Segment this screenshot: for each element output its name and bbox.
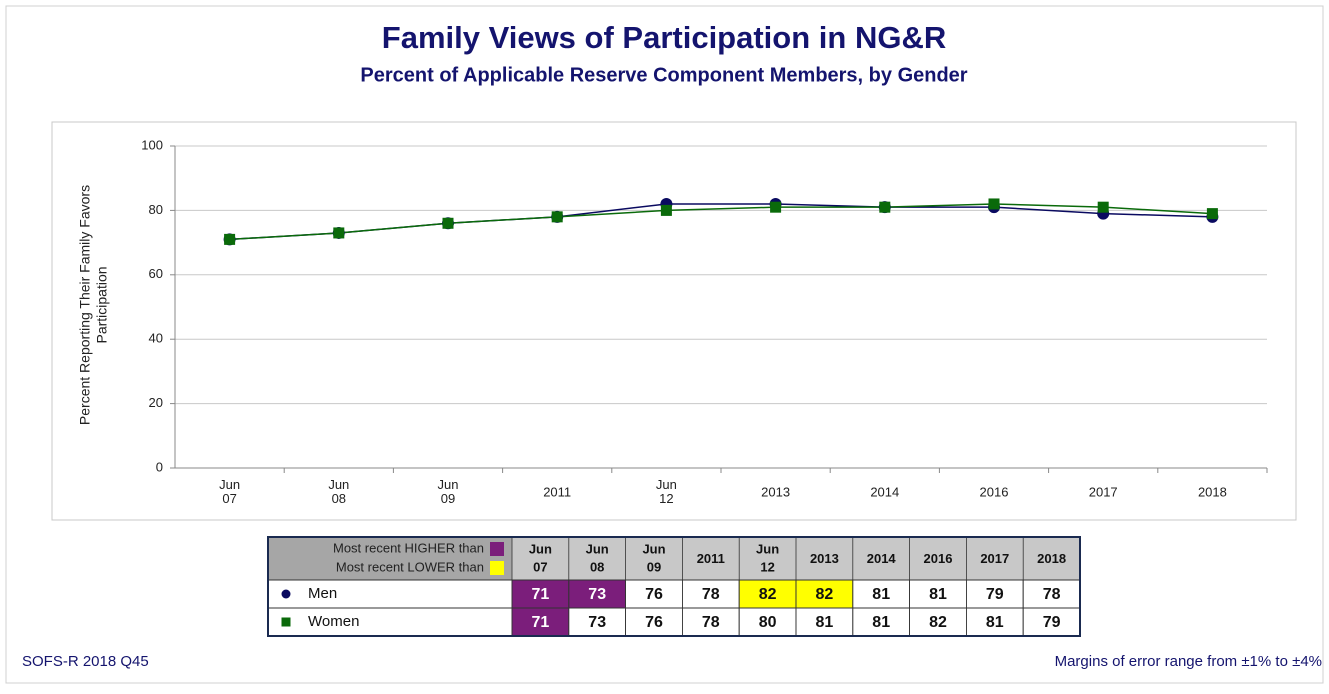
y-axis-label: Percent Reporting Their Family Favors (77, 185, 93, 425)
table-value: 73 (588, 614, 606, 631)
table-value: 81 (986, 614, 1004, 631)
y-tick-label: 60 (149, 266, 163, 281)
table-cell (682, 579, 740, 609)
y-tick-label: 100 (141, 137, 163, 152)
table-header: Jun 08 (586, 542, 609, 575)
x-tick-label: 2017 (1089, 484, 1118, 499)
table-border (267, 536, 1081, 637)
x-tick-label: 2016 (980, 484, 1009, 499)
table-value: 80 (759, 614, 777, 631)
x-tick-label: Jun 09 (438, 477, 459, 506)
series-line (229, 203, 1213, 241)
marker (660, 204, 672, 216)
table-header: Jun 09 (642, 542, 665, 575)
table-legend-label: Most recent LOWER than (336, 559, 484, 574)
table-header-label-bg (268, 537, 512, 580)
y-tick-label: 0 (156, 459, 163, 474)
x-tick-label: 2011 (543, 484, 571, 499)
table-value: 81 (872, 586, 890, 603)
x-tick-label: 2018 (1198, 484, 1227, 499)
marker (224, 233, 236, 245)
table-series-marker (281, 589, 291, 599)
marker (770, 201, 782, 213)
table-cell (1022, 607, 1081, 637)
x-tick-label: 2014 (870, 484, 899, 499)
table-legend-label: Most recent HIGHER than (333, 540, 484, 555)
y-axis-label: Participation (94, 266, 110, 343)
table-header: 2016 (924, 551, 953, 566)
y-tick-label: 20 (149, 395, 163, 410)
table-series-name: Men (308, 585, 337, 602)
note: Margins of error range from ±1% to ±4% (1055, 653, 1322, 670)
marker (1097, 201, 1109, 213)
marker (879, 201, 891, 213)
y-tick-label: 80 (149, 202, 163, 217)
source: SOFS-R 2018 Q45 (22, 653, 149, 670)
chart-subtitle: Percent of Applicable Reserve Component … (360, 64, 967, 86)
table-header: 2018 (1037, 551, 1066, 566)
table-value: 76 (645, 614, 663, 631)
table-series-marker (281, 617, 291, 627)
marker (442, 217, 454, 229)
table-value: 79 (1043, 614, 1061, 631)
table-series-name: Women (308, 613, 359, 630)
table-value: 81 (816, 614, 834, 631)
marker (1206, 208, 1218, 220)
table-value: 73 (588, 586, 606, 603)
table-value: 81 (872, 614, 890, 631)
table-header: Jun 07 (529, 542, 552, 575)
table-legend-swatch (490, 542, 504, 556)
marker (333, 227, 345, 239)
x-tick-label: 2013 (761, 484, 790, 499)
table-header: 2013 (810, 551, 839, 566)
y-tick-label: 40 (149, 331, 163, 346)
table-value: 81 (929, 586, 947, 603)
x-tick-label: Jun 08 (328, 477, 349, 506)
x-tick-label: Jun 07 (219, 477, 240, 506)
chart-title: Family Views of Participation in NG&R (382, 20, 946, 55)
table-value: 78 (702, 614, 720, 631)
table-value: 76 (645, 586, 663, 603)
table-value: 78 (702, 586, 720, 603)
table-value: 79 (986, 586, 1004, 603)
chart-box (51, 121, 1297, 521)
table-header: Jun 12 (756, 542, 779, 575)
table-cell (966, 607, 1024, 637)
table-value: 82 (759, 586, 777, 603)
table-cell (511, 607, 570, 637)
table-value: 71 (532, 614, 550, 631)
table-cell (852, 607, 910, 637)
marker (988, 198, 1000, 210)
table-header: 2011 (697, 551, 725, 566)
table-value: 82 (816, 586, 834, 603)
table-header: 2014 (867, 551, 897, 566)
table-value: 82 (929, 614, 947, 631)
table-cell (966, 579, 1024, 609)
table-value: 71 (532, 586, 550, 603)
x-tick-label: Jun 12 (656, 477, 677, 506)
table-header: 2017 (980, 551, 1009, 566)
table-legend-swatch (490, 561, 504, 575)
table-value: 78 (1043, 586, 1061, 603)
marker (551, 211, 563, 223)
table-cell (625, 607, 683, 637)
